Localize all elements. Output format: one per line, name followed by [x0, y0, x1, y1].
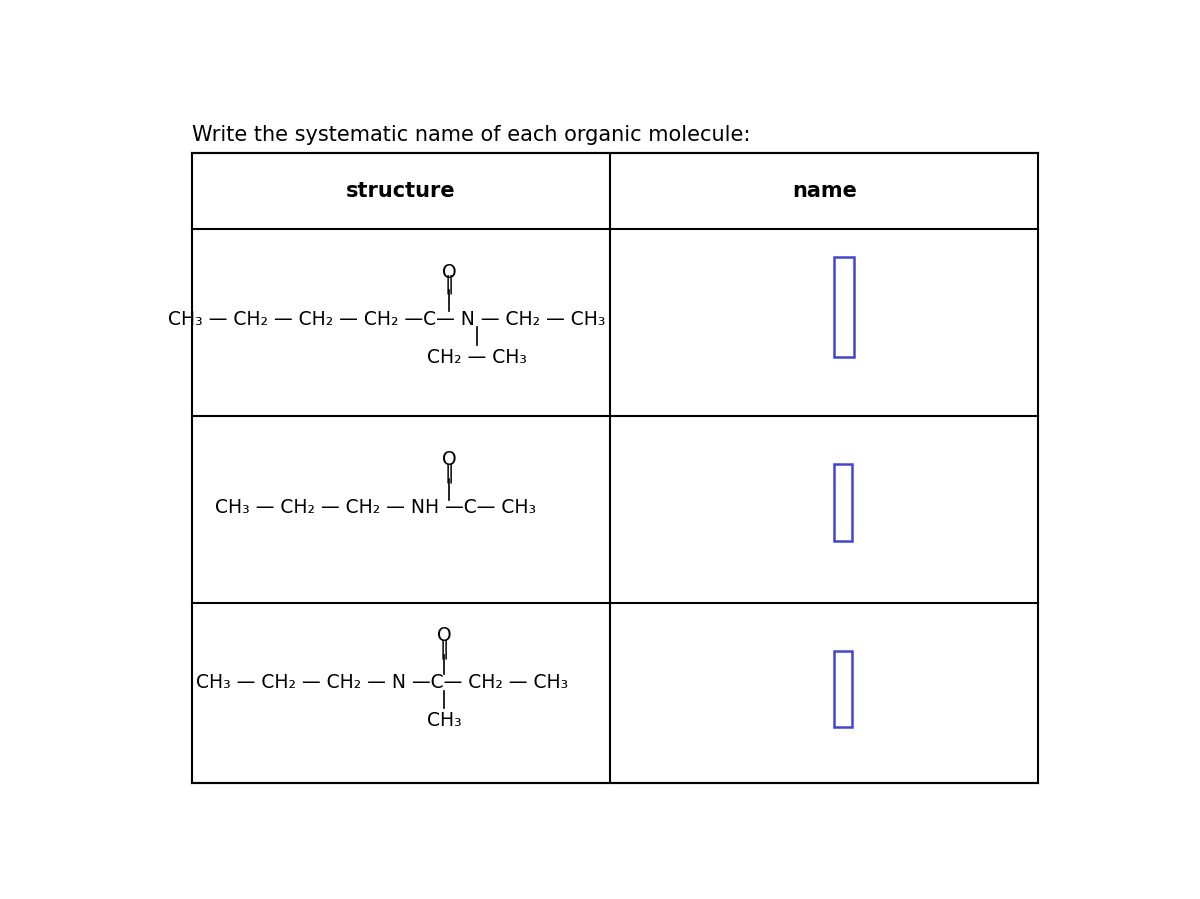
Text: O: O — [442, 450, 456, 469]
Bar — [834, 465, 852, 540]
Text: CH₃: CH₃ — [426, 711, 461, 730]
Text: CH₃ — CH₂ — CH₂ — NH —C— CH₃: CH₃ — CH₂ — CH₂ — NH —C— CH₃ — [216, 498, 536, 518]
Text: structure: structure — [347, 181, 456, 201]
Bar — [834, 257, 854, 357]
Text: CH₃ — CH₂ — CH₂ — CH₂ —C— N — CH₂ — CH₃: CH₃ — CH₂ — CH₂ — CH₂ —C— N — CH₂ — CH₃ — [168, 309, 606, 328]
Bar — [834, 651, 852, 727]
Text: ‖: ‖ — [444, 275, 454, 294]
Text: CH₃ — CH₂ — CH₂ — N —C— CH₂ — CH₃: CH₃ — CH₂ — CH₂ — N —C— CH₂ — CH₃ — [197, 673, 569, 692]
Text: O: O — [437, 626, 451, 645]
Text: CH₂ — CH₃: CH₂ — CH₃ — [427, 348, 527, 367]
Text: ‖: ‖ — [439, 639, 449, 659]
Text: name: name — [792, 181, 857, 201]
Text: ‖: ‖ — [444, 464, 454, 483]
Text: Write the systematic name of each organic molecule:: Write the systematic name of each organi… — [192, 125, 750, 145]
Text: O: O — [442, 263, 456, 282]
